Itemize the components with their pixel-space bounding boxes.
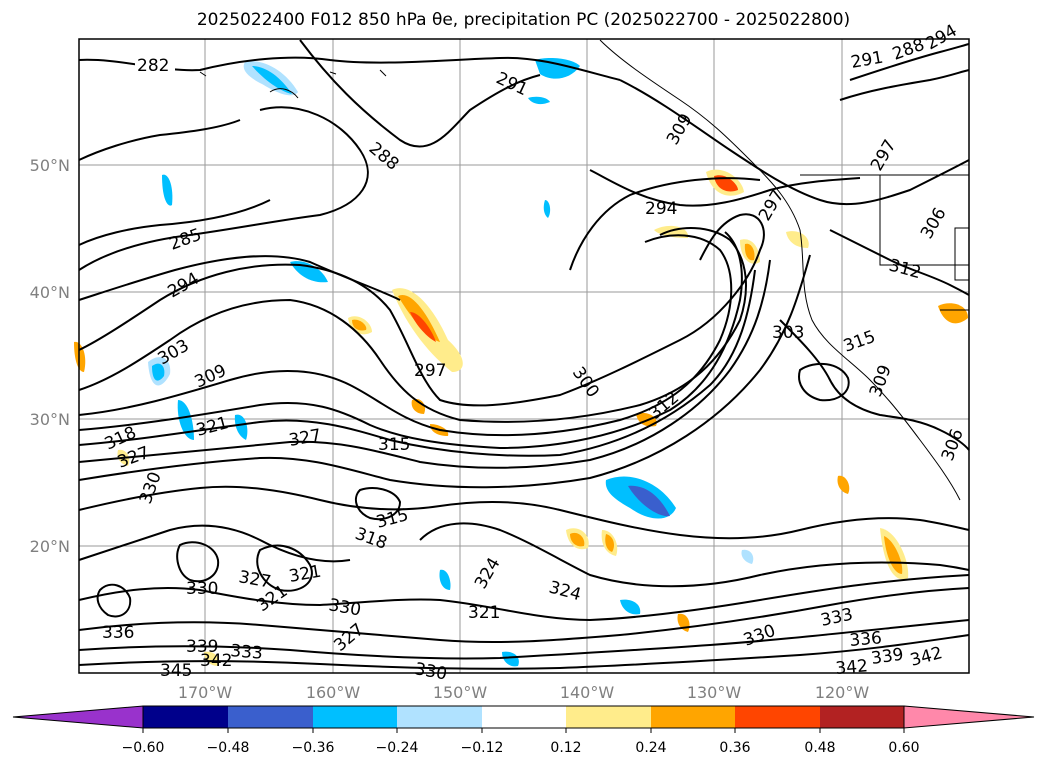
colorbar-extend-low bbox=[12, 705, 144, 729]
lon-label: 170°W bbox=[178, 683, 233, 702]
lon-label: 150°W bbox=[433, 683, 488, 702]
colorbar-swatch bbox=[735, 706, 820, 728]
colorbar-tick: −0.24 bbox=[376, 740, 419, 756]
colorbar-tick: −0.12 bbox=[461, 740, 504, 756]
contour-label: 297 bbox=[414, 361, 446, 381]
colorbar-tick: −0.36 bbox=[292, 740, 335, 756]
colorbar-tick: −0.48 bbox=[207, 740, 250, 756]
colorbar-swatch bbox=[566, 706, 651, 728]
lat-label: 20°N bbox=[30, 537, 70, 556]
lat-label: 40°N bbox=[30, 283, 70, 302]
colorbar-swatch bbox=[482, 706, 566, 728]
contour-label: 330 bbox=[413, 659, 448, 684]
theta-e-contours bbox=[78, 39, 970, 670]
lat-label: 30°N bbox=[30, 410, 70, 429]
lon-label: 130°W bbox=[687, 683, 742, 702]
precip-shading bbox=[74, 58, 968, 667]
contour-label: 330 bbox=[186, 579, 218, 599]
contour-label: 315 bbox=[378, 435, 410, 455]
lat-label: 50°N bbox=[30, 156, 70, 175]
lon-label: 160°W bbox=[306, 683, 361, 702]
contour-label: 342 bbox=[200, 651, 232, 671]
colorbar-swatch bbox=[820, 706, 904, 728]
lon-label: 120°W bbox=[815, 683, 870, 702]
plot-area bbox=[79, 39, 969, 673]
latitude-axis: 50°N 40°N 30°N 20°N bbox=[30, 156, 70, 556]
contour-label: 333 bbox=[230, 641, 264, 664]
colorbar-swatch bbox=[397, 706, 482, 728]
colorbar: −0.60 −0.48 −0.36 −0.24 −0.12 0.12 0.24 … bbox=[12, 705, 1035, 756]
lon-label: 140°W bbox=[560, 683, 615, 702]
contour-label: 336 bbox=[102, 623, 134, 643]
map-title: 2025022400 F012 850 hPa θe, precipitatio… bbox=[196, 10, 851, 30]
contour-label: 321 bbox=[468, 603, 500, 623]
contour-label: 303 bbox=[772, 323, 804, 343]
colorbar-tick: −0.60 bbox=[122, 740, 165, 756]
colorbar-swatch bbox=[651, 706, 735, 728]
contour-label: 282 bbox=[137, 56, 169, 76]
contour-label: 345 bbox=[160, 661, 192, 681]
colorbar-extend-high bbox=[903, 705, 1035, 729]
map-frame bbox=[78, 38, 970, 674]
contour-label: 294 bbox=[645, 199, 677, 219]
colorbar-swatch bbox=[143, 706, 228, 728]
colorbar-tick: 0.12 bbox=[550, 740, 581, 756]
graticule bbox=[79, 39, 969, 673]
contour-label: 339 bbox=[870, 645, 905, 669]
colorbar-tick: 0.48 bbox=[804, 740, 835, 756]
colorbar-tick: 0.60 bbox=[888, 740, 919, 756]
colorbar-swatch bbox=[228, 706, 313, 728]
colorbar-tick: 0.24 bbox=[635, 740, 666, 756]
colorbar-tick: 0.36 bbox=[719, 740, 750, 756]
contour-label: 339 bbox=[186, 637, 218, 657]
longitude-axis: 170°W 160°W 150°W 140°W 130°W 120°W bbox=[178, 683, 870, 702]
coastline bbox=[199, 39, 970, 501]
colorbar-swatch bbox=[313, 706, 397, 728]
contour-label: 336 bbox=[849, 628, 883, 651]
contour-label: 342 bbox=[835, 656, 869, 679]
